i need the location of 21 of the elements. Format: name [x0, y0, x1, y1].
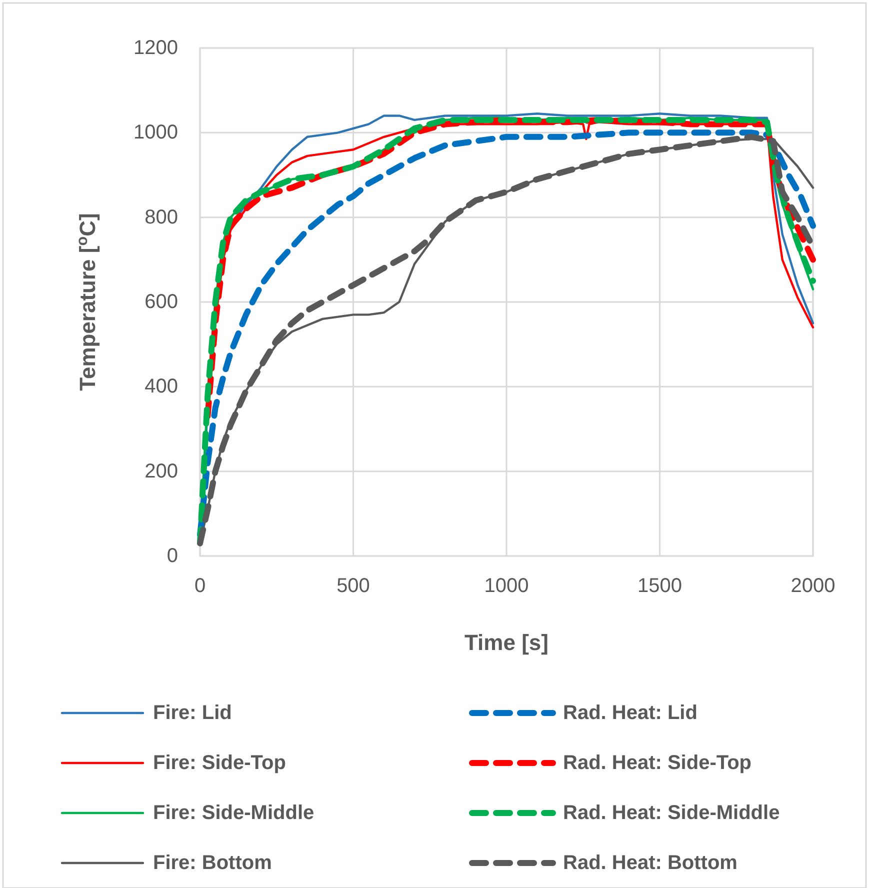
x-tick-label: 2000 [790, 575, 836, 597]
legend-label: Fire: Side-Middle [153, 802, 314, 824]
y-tick-label: 0 [166, 545, 178, 567]
legend-label: Rad. Heat: Lid [563, 702, 698, 724]
x-tick-label: 1500 [638, 575, 682, 597]
y-tick-label: 800 [144, 206, 178, 228]
legend-label: Rad. Heat: Side-Top [563, 752, 752, 774]
legend-label: Rad. Heat: Bottom [563, 852, 738, 874]
x-axis-title: Time [s] [464, 630, 548, 655]
y-tick-label: 600 [144, 291, 178, 313]
legend-label: Rad. Heat: Side-Middle [563, 802, 780, 824]
y-tick-label: 200 [144, 460, 178, 482]
x-tick-label: 0 [194, 575, 206, 597]
legend-label: Fire: Lid [153, 702, 232, 724]
legend-label: Fire: Side-Top [153, 752, 286, 774]
x-tick-label: 1000 [484, 575, 529, 597]
y-tick-label: 400 [144, 376, 178, 398]
x-tick-label: 500 [336, 575, 370, 597]
y-tick-label: 1200 [134, 37, 178, 59]
y-tick-label: 1000 [134, 122, 178, 144]
legend-label: Fire: Bottom [153, 852, 272, 874]
